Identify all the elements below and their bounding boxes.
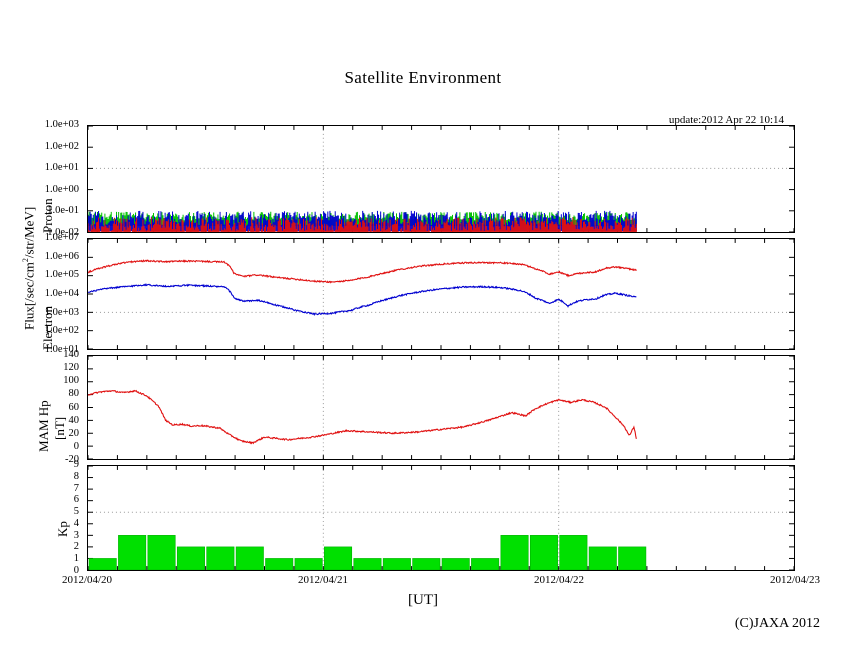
proton-ytick-label: 1.0e-02	[47, 226, 79, 238]
panel-proton	[87, 125, 795, 233]
kp-bar	[588, 546, 617, 570]
kp-bar	[176, 546, 205, 570]
kp-bar	[559, 535, 588, 570]
electron-ytick-labels: 1.0e+07 1.0e+06 1.0e+05 1.0e+04 1.0e+03 1.0e+…	[0, 232, 84, 354]
hp-ytick-label: 100	[63, 375, 79, 386]
x-tick-label: 2012/04/21	[297, 574, 349, 586]
kp-bar	[147, 535, 176, 570]
kp-bar	[500, 535, 529, 570]
hp-ytick-label: 140	[63, 348, 79, 360]
kp-bar	[118, 535, 147, 570]
kp-ytick-label: 2	[73, 541, 79, 553]
kp-ytick-label: 9	[73, 458, 79, 470]
kp-bar	[265, 558, 294, 570]
hp-ytick-label: -20	[65, 453, 79, 465]
panel-mam-hp	[87, 355, 795, 460]
proton-ytick-label: 1.0e+02	[44, 140, 79, 152]
x-axis-tick-labels: 2012/04/20 2012/04/21 2012/04/22 2012/04/23	[0, 574, 846, 590]
kp-bar	[324, 546, 353, 570]
kp-ytick-label: 0	[73, 564, 79, 576]
panel-electron	[87, 238, 795, 350]
copyright-notice: (C)JAXA 2012	[734, 616, 820, 631]
hp-ytick-label: 60	[68, 401, 80, 413]
kp-bar	[412, 558, 441, 570]
electron-ytick-label: 1.0e+03	[44, 306, 79, 318]
x-tick-label: 2012/04/23	[769, 574, 821, 586]
hp-ytick-label: 20	[68, 427, 80, 439]
kp-ytick-label: 5	[73, 505, 79, 517]
hp-ytick-label: 0	[73, 440, 79, 452]
electron-ytick-label: 1.0e+02	[44, 325, 79, 337]
proton-ytick-label: 1.0e+01	[44, 161, 79, 173]
electron-ytick-label: 1.0e+07	[44, 231, 79, 243]
proton-ytick-label: 1.0e+03	[44, 118, 79, 130]
kp-bar	[471, 558, 500, 570]
kp-bar	[294, 558, 323, 570]
proton-ytick-labels: 1.0e+03 1.0e+02 1.0e+01 1.0e+00 1.0e-01 1.0e-…	[0, 119, 84, 237]
proton-ytick-label: 1.0e-01	[47, 205, 79, 217]
kp-ytick-label: 8	[73, 470, 79, 482]
kp-ytick-label: 7	[73, 482, 79, 494]
panel-kp	[87, 465, 795, 571]
kp-bar	[618, 546, 647, 570]
hp-ytick-label: 80	[68, 388, 80, 400]
x-axis-title: [UT]	[408, 592, 438, 608]
kp-bar	[235, 546, 264, 570]
x-tick-label: 2012/04/20	[61, 574, 113, 586]
hp-ytick-label: 120	[63, 361, 79, 373]
electron-ytick-label: 1.0e+01	[44, 343, 79, 355]
x-tick-label: 2012/04/22	[533, 574, 585, 586]
kp-bar	[382, 558, 411, 570]
mam-hp-ytick-labels: 140 120 100 80 60 40 20 0 -20	[0, 349, 84, 464]
electron-ytick-label: 1.0e+05	[44, 269, 79, 281]
kp-bar	[441, 558, 470, 570]
kp-ytick-label: 4	[73, 517, 79, 529]
proton-ytick-label: 1.0e+00	[44, 183, 79, 195]
update-timestamp: update:2012 Apr 22 10:14	[668, 114, 784, 126]
kp-ytick-label: 3	[73, 529, 79, 541]
kp-bar	[88, 558, 117, 570]
kp-bar	[206, 546, 235, 570]
kp-ytick-label: 6	[73, 494, 79, 506]
page-title: Satellite Environment	[344, 68, 502, 87]
hp-ytick-label: 40	[68, 414, 80, 426]
electron-ytick-label: 1.0e+04	[44, 287, 79, 299]
kp-bar	[353, 558, 382, 570]
electron-ytick-label: 1.0e+06	[44, 250, 79, 262]
kp-ytick-label: 1	[73, 552, 79, 564]
kp-bar	[529, 535, 558, 570]
